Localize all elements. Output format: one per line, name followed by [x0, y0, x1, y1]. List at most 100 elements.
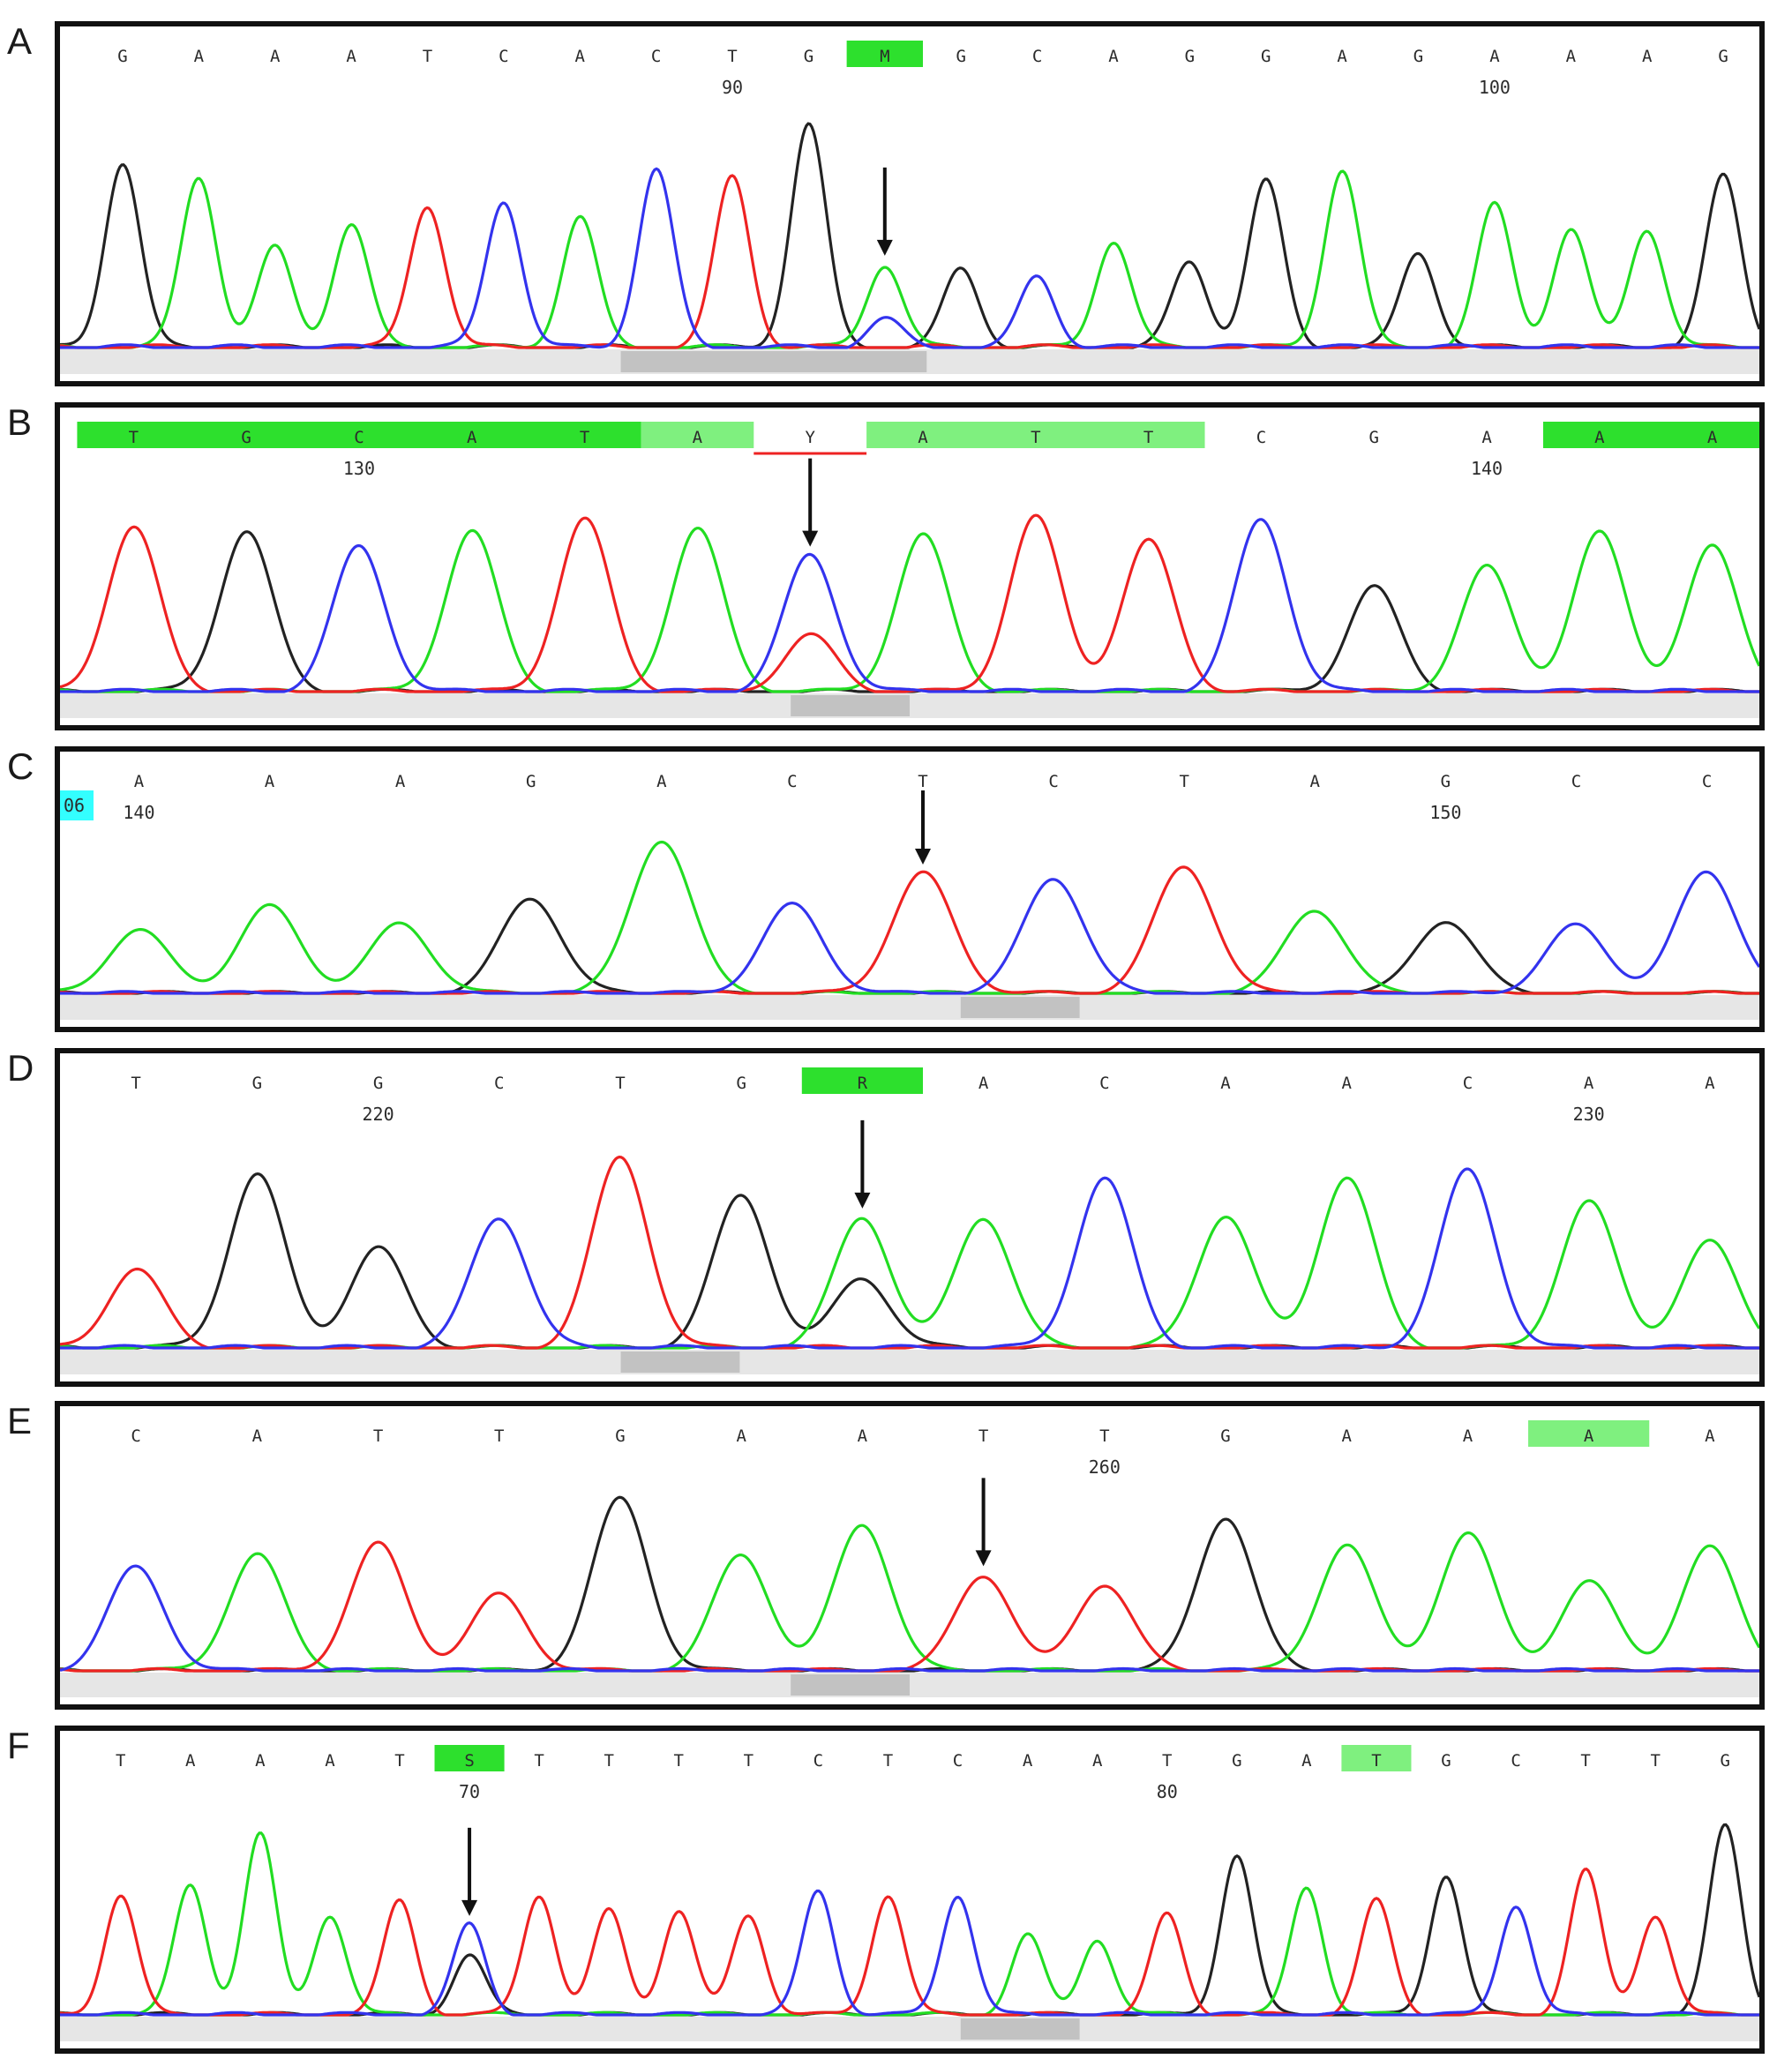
base-call: G: [1721, 1751, 1730, 1771]
base-highlight: [434, 1745, 505, 1771]
base-call: C: [1511, 1751, 1520, 1771]
base-call: A: [185, 1751, 196, 1771]
trace-T: [60, 1868, 1759, 2017]
trace-C: [60, 1889, 1759, 2017]
scrollbar-thumb[interactable]: [620, 351, 927, 372]
base-call: A: [1594, 428, 1605, 447]
base-call: A: [346, 47, 356, 66]
position-label: 70: [459, 1781, 480, 1802]
base-call: G: [117, 47, 127, 66]
base-call: G: [615, 1426, 625, 1446]
chromatogram-svg: T A A A T S T T T T C T C A A T G A T G C T T G 70 80: [60, 1745, 1759, 2041]
base-call: T: [1371, 1751, 1381, 1771]
position-tag: 06: [64, 795, 85, 816]
base-call: A: [1705, 1074, 1715, 1093]
base-call: T: [580, 428, 589, 447]
base-call: G: [1185, 47, 1195, 66]
base-call: C: [494, 1074, 504, 1093]
base-call: G: [1441, 772, 1451, 791]
base-call: A: [265, 772, 275, 791]
trace-A: [60, 527, 1759, 693]
position-label: 150: [1429, 802, 1461, 823]
base-call: Y: [805, 428, 815, 447]
base-call: A: [656, 772, 667, 791]
arrow-icon: [915, 848, 931, 865]
base-call: G: [1718, 47, 1728, 66]
scrollbar-thumb[interactable]: [960, 997, 1080, 1018]
position-label: 140: [123, 802, 154, 823]
base-call: R: [858, 1074, 868, 1093]
base-call: G: [736, 1074, 746, 1093]
base-call: A: [194, 47, 205, 66]
base-call: A: [1463, 1426, 1473, 1446]
position-label: 260: [1089, 1456, 1121, 1478]
base-call: A: [467, 428, 477, 447]
base-call: T: [116, 1751, 125, 1771]
base-call: G: [1413, 47, 1423, 66]
trace-G: [60, 1172, 1759, 1350]
chromatogram-svg: G A A A T C A C T G M G C A G G A G A A A G 90 100: [60, 41, 1759, 374]
base-call: A: [918, 428, 928, 447]
baseline-strip: [60, 995, 1759, 1020]
base-call: G: [1232, 1751, 1241, 1771]
base-call: T: [604, 1751, 613, 1771]
base-call: G: [252, 1074, 262, 1093]
base-call: A: [978, 1074, 989, 1093]
base-call: T: [674, 1751, 684, 1771]
trace-C: [60, 167, 1759, 349]
base-call: A: [1566, 47, 1577, 66]
base-call: C: [1256, 428, 1266, 447]
base-call: G: [804, 47, 814, 66]
scrollbar-thumb[interactable]: [791, 1674, 910, 1696]
panel-letter-e: E: [7, 1400, 33, 1441]
scrollbar-thumb[interactable]: [620, 1351, 740, 1373]
trace-T: [60, 174, 1759, 349]
base-call: C: [814, 1751, 823, 1771]
base-call: C: [131, 1426, 140, 1446]
base-call: A: [1489, 47, 1500, 66]
base-call: A: [1108, 47, 1119, 66]
scrollbar-thumb[interactable]: [791, 695, 910, 716]
base-call: A: [693, 428, 703, 447]
base-call: C: [1463, 1074, 1473, 1093]
arrow-icon: [975, 1550, 992, 1567]
base-call: S: [464, 1751, 474, 1771]
base-call: C: [787, 772, 797, 791]
trace-T: [60, 865, 1759, 995]
base-call: A: [1642, 47, 1653, 66]
arrow-icon: [876, 239, 893, 256]
arrow-icon: [802, 530, 819, 547]
base-highlight: [801, 1067, 923, 1094]
base-call: G: [1441, 1751, 1451, 1771]
position-label: 100: [1479, 77, 1511, 98]
chromatogram-svg: 06 A A A G A C T C T A G C C 140 150: [60, 772, 1759, 1020]
base-call: G: [241, 428, 251, 447]
base-call: T: [883, 1751, 893, 1771]
base-highlight: [866, 422, 1205, 448]
panel-letter-c: C: [7, 745, 34, 787]
trace-C: [60, 1564, 1759, 1673]
panel-letter-b: B: [7, 401, 33, 443]
position-label: 140: [1471, 458, 1503, 479]
base-call: T: [129, 428, 139, 447]
base-call: M: [880, 47, 889, 66]
base-highlight: [77, 422, 641, 448]
base-call: A: [1707, 428, 1718, 447]
base-call: A: [858, 1426, 868, 1446]
base-call: A: [575, 47, 586, 66]
base-call: T: [1650, 1751, 1660, 1771]
base-call: T: [1031, 428, 1040, 447]
position-label: 230: [1573, 1104, 1605, 1125]
base-call: C: [354, 428, 364, 447]
base-highlight: [1341, 1745, 1412, 1771]
chromatogram-svg: C A T T G A A T T G A A A A 260: [60, 1420, 1759, 1697]
base-highlight: [846, 41, 923, 67]
chromatogram-panel-a: G A A A T C A C T G M G C A G G A G A A A G 90 100: [55, 21, 1765, 386]
scrollbar-thumb[interactable]: [960, 2018, 1080, 2040]
base-call: A: [736, 1426, 746, 1446]
base-call: T: [534, 1751, 544, 1771]
base-call: T: [744, 1751, 754, 1771]
base-call: G: [526, 772, 536, 791]
base-call: T: [615, 1074, 625, 1093]
base-call: A: [1481, 428, 1492, 447]
